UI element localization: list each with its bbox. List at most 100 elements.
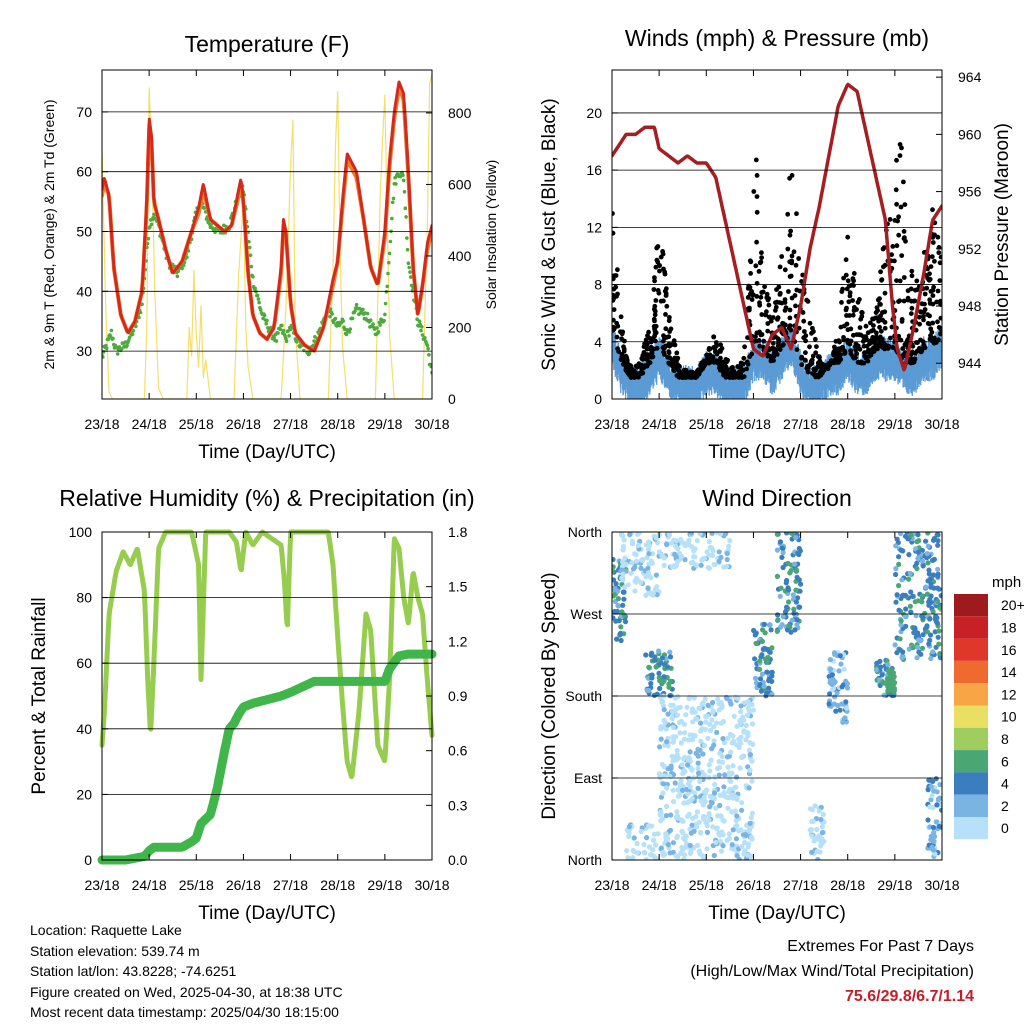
dewpoint-point xyxy=(365,311,370,316)
direction-point xyxy=(752,656,758,662)
x-tick-label: 26/18 xyxy=(736,416,771,432)
dewpoint-point xyxy=(405,247,410,252)
direction-point xyxy=(898,532,904,537)
gust-point xyxy=(660,251,666,257)
direction-point xyxy=(661,678,667,684)
gust-point xyxy=(882,325,888,331)
dewpoint-point xyxy=(284,339,289,344)
direction-point xyxy=(697,532,703,537)
gust-point xyxy=(664,303,670,309)
direction-point xyxy=(790,592,796,598)
gust-point xyxy=(938,254,942,260)
direction-point xyxy=(780,614,786,620)
direction-point xyxy=(928,797,934,803)
gust-point xyxy=(787,307,793,313)
direction-point xyxy=(698,738,704,744)
gust-point xyxy=(922,301,927,307)
dewpoint-point xyxy=(126,338,131,343)
direction-point xyxy=(937,605,942,611)
direction-point xyxy=(686,811,692,817)
direction-point xyxy=(675,693,681,700)
direction-point xyxy=(641,849,647,856)
gust-point xyxy=(918,349,924,355)
direction-point xyxy=(669,753,675,759)
gust-point xyxy=(817,360,823,366)
direction-point xyxy=(898,547,904,553)
direction-point xyxy=(702,799,708,805)
direction-point xyxy=(934,789,940,795)
direction-point xyxy=(711,852,717,859)
direction-point xyxy=(713,805,719,811)
direction-point xyxy=(687,798,693,804)
x-tick-label: 23/18 xyxy=(84,416,119,432)
direction-point xyxy=(719,759,726,765)
gust-point xyxy=(927,271,932,277)
direction-point xyxy=(924,624,930,630)
gust-point xyxy=(935,319,940,325)
gust-point xyxy=(840,286,845,292)
gust-point xyxy=(814,344,819,349)
gust-point xyxy=(932,258,937,264)
gust-point xyxy=(758,259,764,265)
direction-point xyxy=(661,707,667,713)
gust-point xyxy=(644,355,650,361)
panel-1: Winds (mph) & Pressure (mb) Time (Day/UTC… xyxy=(539,25,1013,463)
gust-point xyxy=(619,336,624,342)
direction-point xyxy=(881,692,887,698)
chart-title-3: Wind Direction xyxy=(702,485,852,511)
direction-point xyxy=(734,813,740,819)
direction-point xyxy=(658,809,664,815)
direction-point xyxy=(926,602,932,608)
direction-point xyxy=(910,645,916,651)
direction-point xyxy=(742,839,748,846)
dewpoint-point xyxy=(298,345,302,349)
gust-point xyxy=(796,325,802,331)
y2-tick-label: 952 xyxy=(958,241,982,257)
y-tick-label: West xyxy=(570,606,602,622)
dewpoint-point xyxy=(353,309,357,313)
dewpoint-point xyxy=(417,319,422,324)
direction-point xyxy=(792,561,798,567)
direction-point xyxy=(729,809,735,815)
gust-point xyxy=(838,352,843,358)
direction-point xyxy=(674,747,680,754)
direction-point xyxy=(728,778,734,784)
direction-point xyxy=(767,649,773,655)
gust-point xyxy=(853,355,858,361)
x-tick-label: 25/18 xyxy=(179,416,214,432)
direction-point xyxy=(670,799,677,805)
direction-point xyxy=(827,691,833,697)
gust-point xyxy=(854,351,860,356)
legend-label: 2 xyxy=(1001,798,1009,814)
direction-point xyxy=(809,833,815,839)
direction-point xyxy=(796,545,802,552)
dewpoint-point xyxy=(344,332,349,337)
gust-point xyxy=(936,250,942,256)
dewpoint-point xyxy=(390,200,395,205)
gust-point xyxy=(894,243,900,249)
gust-point xyxy=(653,338,658,344)
gust-point xyxy=(759,255,764,260)
gust-point xyxy=(850,312,856,318)
x-tick-label: 29/18 xyxy=(877,416,912,432)
direction-point xyxy=(930,649,936,655)
direction-point xyxy=(931,830,937,836)
direction-point xyxy=(782,609,789,615)
direction-point xyxy=(907,570,913,577)
direction-point xyxy=(936,628,942,634)
dewpoint-point xyxy=(390,216,394,221)
gust-point xyxy=(799,362,805,368)
station-elevation: Station elevation: 539.74 m xyxy=(30,942,200,959)
direction-point xyxy=(687,749,693,755)
direction-point xyxy=(664,541,670,548)
direction-point xyxy=(778,624,784,630)
direction-point xyxy=(682,768,688,775)
direction-point xyxy=(724,754,731,760)
gust-point xyxy=(786,289,791,294)
direction-point xyxy=(697,778,703,785)
gust-point xyxy=(714,360,720,365)
gust-point xyxy=(704,356,710,361)
direction-point xyxy=(784,532,790,536)
direction-point xyxy=(691,548,697,554)
direction-point xyxy=(694,538,700,544)
